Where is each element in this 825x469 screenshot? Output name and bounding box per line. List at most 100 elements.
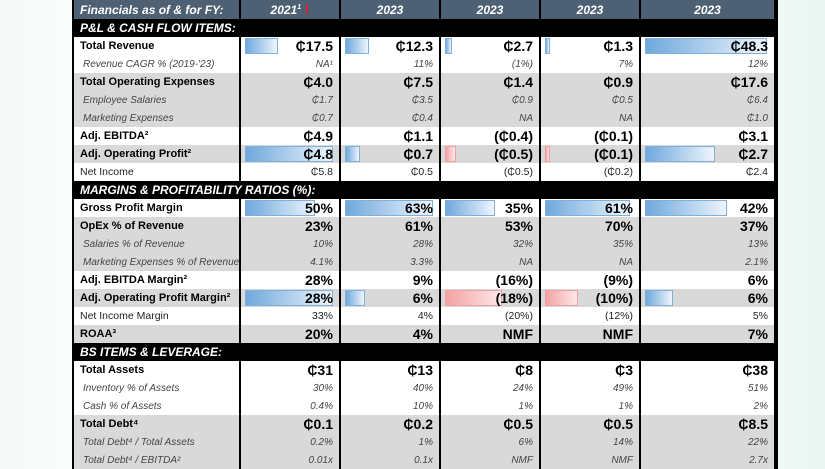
value-cell: 32% bbox=[439, 235, 540, 253]
warning-icon: ! bbox=[304, 1, 310, 18]
data-bar bbox=[545, 200, 631, 216]
year-col-2: 2023 bbox=[339, 0, 440, 19]
value-text: ₵1.1 bbox=[403, 128, 433, 144]
row-label: ROAA³ bbox=[74, 325, 240, 343]
value-cell: ₵5.8 bbox=[239, 163, 340, 181]
value-cell: ₵1.3 bbox=[539, 37, 640, 55]
section-title: BS ITEMS & LEVERAGE: bbox=[74, 343, 774, 361]
table-row: Total Assets ₵31 ₵13 ₵8 ₵3 ₵38 bbox=[74, 361, 774, 379]
value-text: 53% bbox=[504, 218, 533, 234]
value-cell: 61% bbox=[539, 199, 640, 217]
data-bar bbox=[345, 200, 433, 216]
value-cell: ₵0.5 bbox=[539, 91, 640, 109]
value-text: ₵2.7 bbox=[738, 146, 768, 162]
value-text: 40% bbox=[412, 382, 433, 394]
value-text: ₵8 bbox=[515, 362, 533, 378]
value-text: 1% bbox=[518, 400, 533, 412]
data-bar bbox=[345, 38, 369, 54]
value-text: ₵4.8 bbox=[303, 146, 333, 162]
value-text: 2% bbox=[753, 400, 768, 412]
table-row: Marketing Expenses % of Revenue 4.1% 3.3% N… bbox=[74, 253, 774, 271]
value-text: 24% bbox=[512, 382, 533, 394]
row-label: Marketing Expenses bbox=[74, 109, 240, 127]
data-bar bbox=[545, 38, 550, 54]
row-label: Inventory % of Assets bbox=[74, 379, 240, 397]
value-cell: 1% bbox=[339, 433, 440, 451]
value-cell: NA bbox=[539, 109, 640, 127]
row-label: Total Debt⁴ / EBITDA² bbox=[74, 451, 240, 469]
value-text: 32% bbox=[512, 238, 533, 250]
section-header: BS ITEMS & LEVERAGE: bbox=[74, 343, 774, 361]
value-text: NA bbox=[619, 256, 633, 268]
value-text: ₵1.0 bbox=[746, 112, 768, 124]
value-cell: 22% bbox=[639, 433, 774, 451]
value-cell: ₵4.0 bbox=[239, 73, 340, 91]
value-text: 4.1% bbox=[310, 256, 333, 268]
value-text: 42% bbox=[739, 200, 768, 216]
value-cell: ₵0.7 bbox=[339, 145, 440, 163]
value-text: 12% bbox=[747, 58, 768, 70]
table-row: Total Operating Expenses ₵4.0 ₵7.5 ₵1.4 ₵0.9… bbox=[74, 73, 774, 91]
value-cell: 0.01x bbox=[239, 451, 340, 469]
value-text: 35% bbox=[504, 200, 533, 216]
value-cell: ₵2.7 bbox=[639, 145, 774, 163]
value-cell: (₵0.4) bbox=[439, 127, 540, 145]
value-cell: ₵0.4 bbox=[339, 109, 440, 127]
table-row: Inventory % of Assets 30% 40% 24% 49% 51% bbox=[74, 379, 774, 397]
value-text: (10%) bbox=[595, 290, 633, 306]
value-text: (12%) bbox=[604, 310, 633, 322]
row-label: Revenue CAGR % (2019-'23) bbox=[74, 55, 240, 73]
value-cell: ₵3 bbox=[539, 361, 640, 379]
value-cell: 6% bbox=[639, 271, 774, 289]
year-col-1: 20211 ! bbox=[239, 0, 340, 19]
row-label: Adj. EBITDA² bbox=[74, 127, 240, 145]
value-cell: ₵0.5 bbox=[439, 415, 540, 433]
value-cell: 20% bbox=[239, 325, 340, 343]
value-text: 23% bbox=[304, 218, 333, 234]
row-label: Salaries % of Revenue bbox=[74, 235, 240, 253]
value-cell: 4% bbox=[339, 307, 440, 325]
row-label: Cash % of Assets bbox=[74, 397, 240, 415]
value-text: NA bbox=[519, 256, 533, 268]
value-text: ₵17.5 bbox=[295, 38, 333, 54]
value-text: NA bbox=[619, 112, 633, 124]
row-label: Employee Salaries bbox=[74, 91, 240, 109]
value-text: ₵7.5 bbox=[403, 74, 433, 90]
row-label: Total Operating Expenses bbox=[74, 73, 240, 91]
value-cell: NA bbox=[539, 253, 640, 271]
value-text: 22% bbox=[747, 436, 768, 448]
value-cell: (₵0.2) bbox=[539, 163, 640, 181]
data-bar bbox=[445, 146, 456, 162]
row-label: Total Assets bbox=[74, 361, 240, 379]
year-text: 2021 bbox=[270, 3, 298, 17]
value-text: 9% bbox=[412, 272, 433, 288]
data-bar bbox=[245, 290, 333, 306]
value-text: ₵2.7 bbox=[503, 38, 533, 54]
value-text: ₵48.3 bbox=[730, 38, 768, 54]
value-cell: 4% bbox=[339, 325, 440, 343]
value-text: 0.2% bbox=[310, 436, 333, 448]
section-title: P&L & CASH FLOW ITEMS: bbox=[74, 19, 774, 37]
value-text: ₵0.9 bbox=[511, 94, 533, 106]
row-label: Gross Profit Margin bbox=[74, 199, 240, 217]
data-bar bbox=[445, 200, 495, 216]
table-row: Marketing Expenses ₵0.7 ₵0.4 NA NA ₵1.0 bbox=[74, 109, 774, 127]
value-cell: ₵7.5 bbox=[339, 73, 440, 91]
value-text: ₵3.5 bbox=[411, 94, 433, 106]
value-cell: (1%) bbox=[439, 55, 540, 73]
value-cell: 2.7x bbox=[639, 451, 774, 469]
value-cell: NMF bbox=[439, 325, 540, 343]
value-cell: 63% bbox=[339, 199, 440, 217]
value-cell: 70% bbox=[539, 217, 640, 235]
value-cell: ₵1.4 bbox=[439, 73, 540, 91]
value-cell: 14% bbox=[539, 433, 640, 451]
value-text: (₵0.2) bbox=[603, 166, 633, 178]
value-cell: 35% bbox=[539, 235, 640, 253]
value-text: ₵0.5 bbox=[503, 416, 533, 432]
value-text: 14% bbox=[612, 436, 633, 448]
value-cell: 7% bbox=[639, 325, 774, 343]
value-cell: 13% bbox=[639, 235, 774, 253]
value-text: ₵2.4 bbox=[745, 166, 768, 178]
value-text: ₵0.5 bbox=[410, 166, 433, 178]
value-text: 1% bbox=[418, 436, 433, 448]
